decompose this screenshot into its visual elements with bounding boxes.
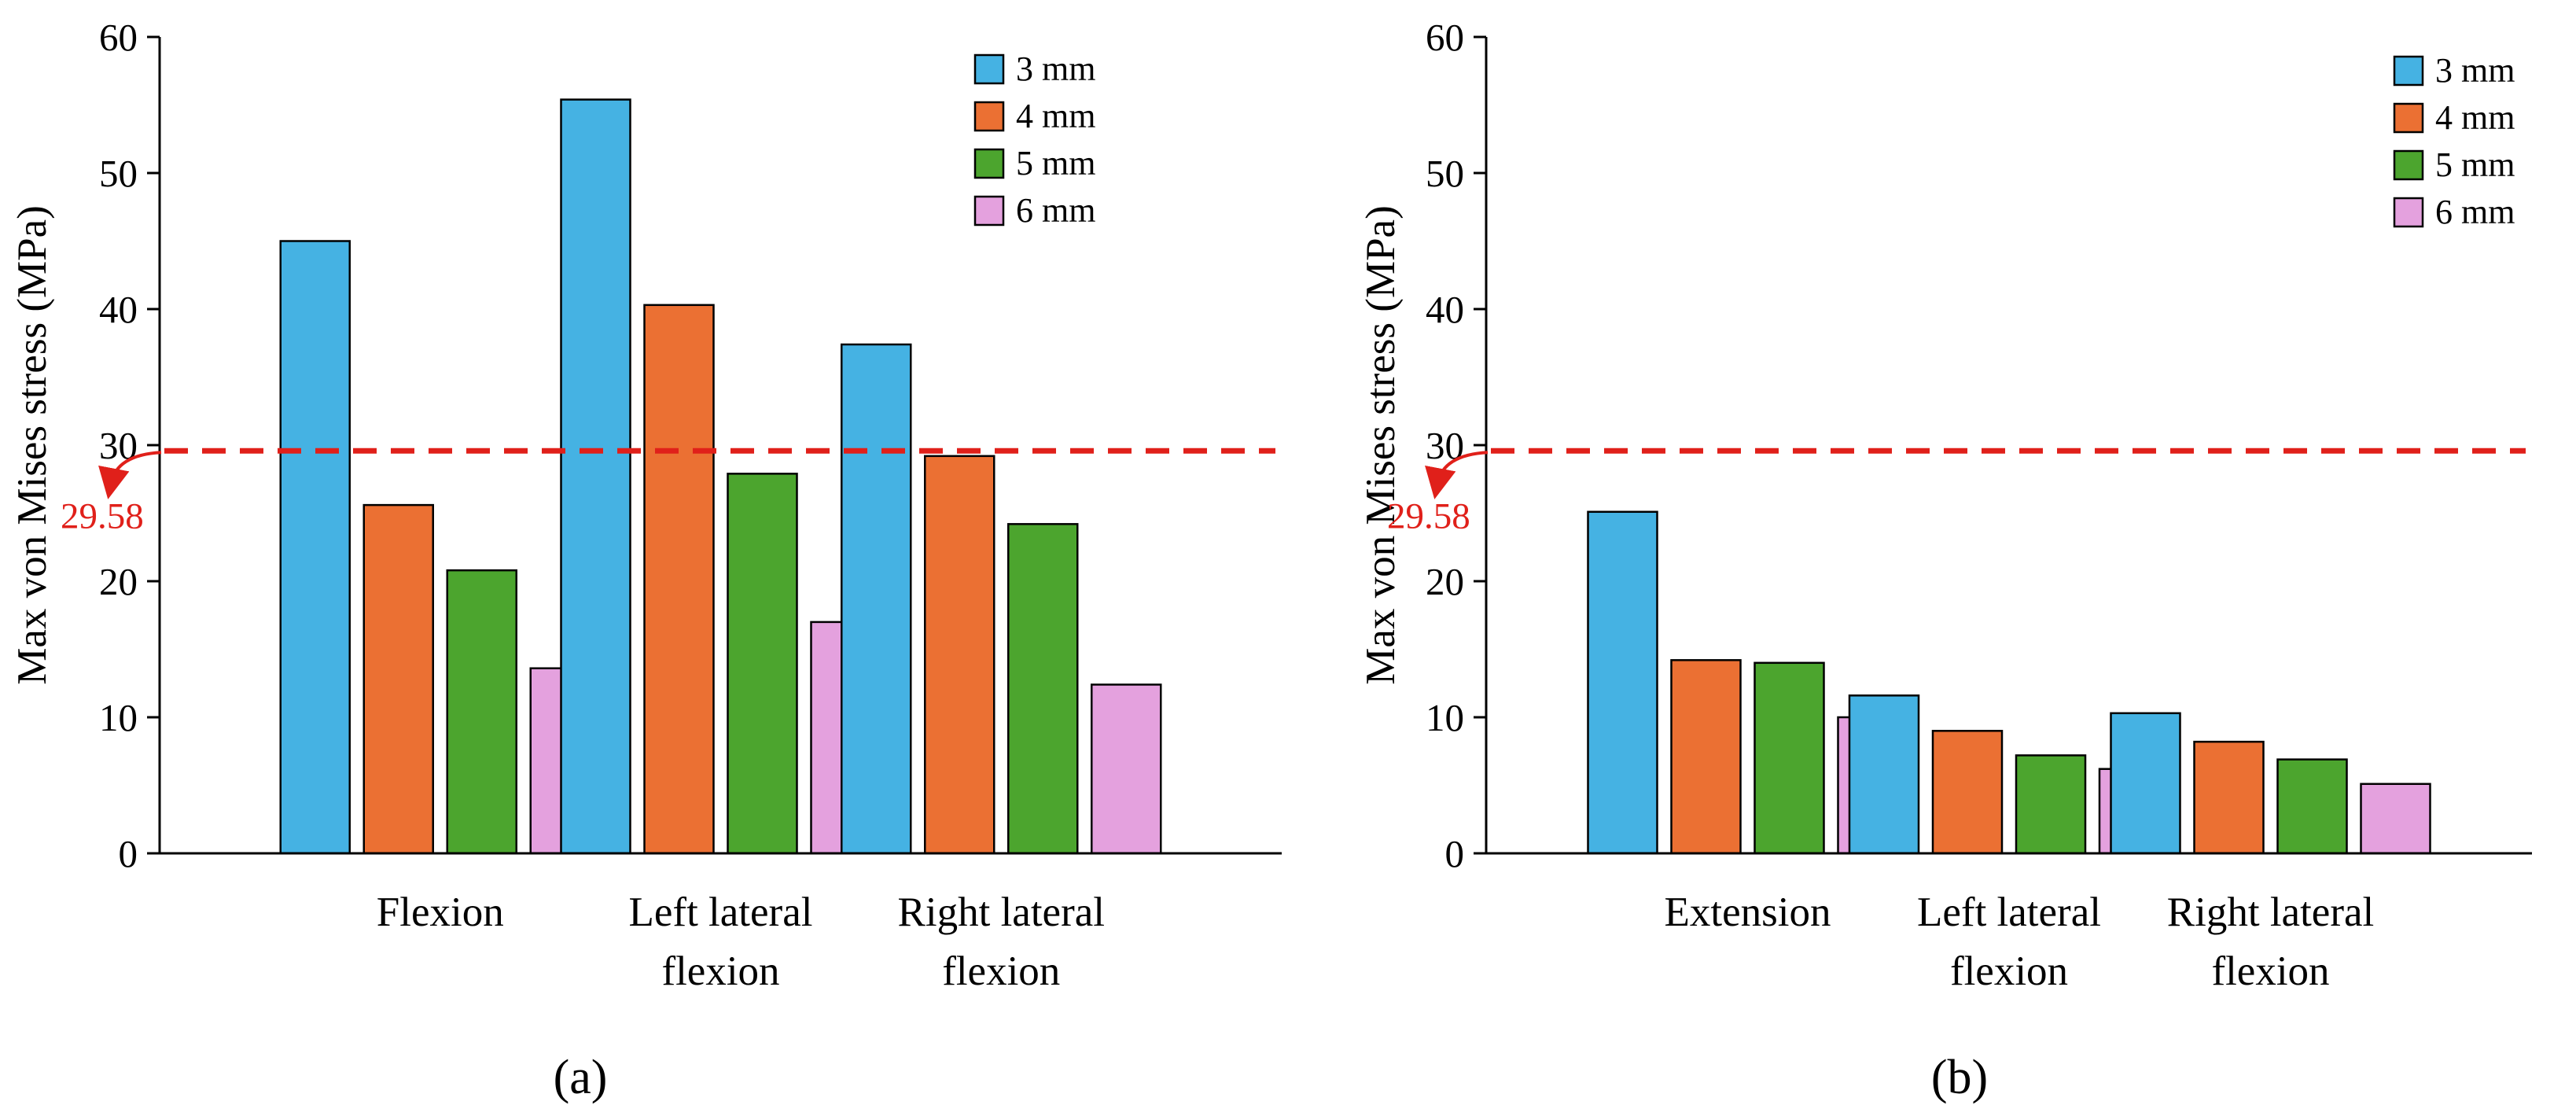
chart0-bar-6mm-cat2 [1091,683,1162,855]
chart0-legend-swatch-1 [973,101,1005,132]
chart1-category-label-0: Extension [1665,889,1831,935]
chart1-y-tick-label: 60 [1426,16,1464,59]
chart1-category-label-2: flexion [2211,948,2329,994]
chart1-category-label-1: flexion [1950,948,2068,994]
chart0-reference-arrow [98,451,162,499]
chart0-legend-swatch-3 [973,195,1005,227]
chart0-y-tick-label: 50 [99,152,138,195]
chart0-legend-entry-2: 5 mm [1016,144,1095,182]
chart1-y-tick-label: 20 [1426,560,1464,603]
chart1-legend-swatch-0 [2393,55,2424,87]
chart0-bar-3mm-cat0 [279,240,351,855]
chart0-y-axis-label: Max von Mises stress (MPa) [9,205,55,684]
chart1-panel-label: (b) [1931,1051,1988,1104]
chart1-bar-3mm-cat0 [1587,510,1658,855]
chart1-y-tick-label: 40 [1426,288,1464,331]
chart1-legend-entry-2: 5 mm [2435,145,2515,184]
chart1-y-tick-label: 30 [1426,424,1464,467]
chart0-y-tick-label: 20 [99,560,138,603]
chart0-legend-entry-1: 4 mm [1016,97,1095,135]
chart1-y-tick-label: 0 [1445,832,1465,875]
chart1-bar-6mm-cat2 [2360,783,2431,855]
chart0-legend-entry-0: 3 mm [1016,50,1095,88]
chart1-y-tick-label: 10 [1426,696,1464,739]
chart0-panel-label: (a) [554,1051,608,1104]
chart0-legend-swatch-2 [973,148,1005,179]
chart1-legend-entry-3: 6 mm [2435,193,2515,231]
chart1-bar-5mm-cat0 [1754,661,1825,855]
chart1-bar-4mm-cat0 [1670,659,1742,855]
chart1-legend-entry-1: 4 mm [2435,98,2515,137]
chart0-bar-4mm-cat2 [924,455,995,855]
chart0-bar-5mm-cat2 [1007,523,1079,855]
chart0-y-tick-label: 40 [99,288,138,331]
chart1-reference-label: 29.58 [1387,495,1470,536]
chart0-category-label-1: flexion [661,948,779,994]
chart1-y-tick-label: 50 [1426,152,1464,195]
chart1-bar-4mm-cat1 [1931,730,2004,855]
chart1-category-label-1: Left lateral [1917,889,2101,935]
chart0-y-tick-label: 60 [99,16,138,59]
chart1-bar-5mm-cat2 [2276,758,2348,855]
chart0-category-label-2: flexion [942,948,1060,994]
chart1-reference-arrow [1425,451,1489,499]
chart1-legend-swatch-3 [2393,197,2424,228]
chart0-bar-4mm-cat1 [643,304,715,855]
chart1-legend-swatch-2 [2393,149,2424,181]
chart1-bar-5mm-cat1 [2015,754,2087,855]
chart1-legend-entry-0: 3 mm [2435,51,2515,90]
chart0-bar-3mm-cat2 [841,343,912,855]
chart0-reference-label: 29.58 [61,495,144,536]
chart0-bar-3mm-cat1 [560,98,631,855]
chart1-category-label-2: Right lateral [2167,889,2374,935]
chart0-category-label-1: Left lateral [629,889,813,935]
chart1-bar-4mm-cat2 [2193,740,2265,855]
chart0-category-label-2: Right lateral [898,889,1105,935]
chart0-category-label-0: Flexion [377,889,504,935]
chart0-bar-5mm-cat1 [727,473,798,855]
chart0-bar-5mm-cat0 [446,569,517,855]
chart0-legend-entry-3: 6 mm [1016,191,1095,230]
chart1-bar-3mm-cat2 [2110,712,2181,855]
chart1-bar-3mm-cat1 [1848,694,1920,855]
chart1-y-axis-label: Max von Mises stress (MPa) [1358,205,1404,684]
chart0-y-tick-label: 0 [119,832,138,875]
chart0-legend-swatch-0 [973,53,1005,85]
chart1-legend-swatch-1 [2393,102,2424,134]
chart0-y-tick-label: 10 [99,696,138,739]
chart0-bar-4mm-cat0 [362,503,434,855]
chart0-y-tick-label: 30 [99,424,138,467]
